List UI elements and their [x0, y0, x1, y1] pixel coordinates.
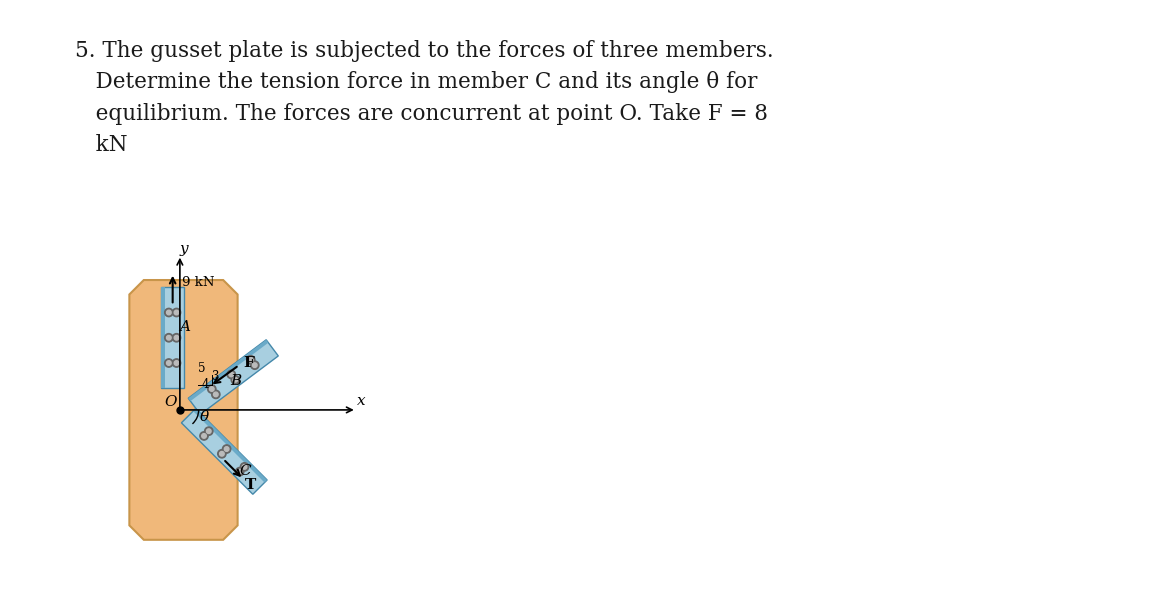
- Circle shape: [174, 310, 179, 315]
- Text: 5: 5: [198, 362, 205, 375]
- Circle shape: [229, 372, 234, 377]
- Circle shape: [212, 390, 220, 399]
- Circle shape: [172, 334, 180, 342]
- Bar: [188, 340, 268, 401]
- Bar: [193, 409, 267, 483]
- Text: T: T: [245, 478, 256, 492]
- Circle shape: [218, 450, 226, 458]
- Circle shape: [165, 359, 173, 367]
- Circle shape: [213, 392, 218, 397]
- Circle shape: [165, 308, 173, 317]
- Circle shape: [235, 468, 243, 476]
- Circle shape: [233, 377, 238, 382]
- Circle shape: [242, 465, 247, 469]
- Circle shape: [200, 432, 208, 440]
- Text: A: A: [179, 320, 191, 334]
- Circle shape: [209, 387, 214, 392]
- Text: y: y: [180, 242, 188, 256]
- Bar: [161, 287, 165, 389]
- Text: C: C: [239, 464, 250, 478]
- Circle shape: [174, 336, 179, 340]
- Circle shape: [172, 359, 180, 367]
- Circle shape: [166, 336, 171, 340]
- Circle shape: [238, 469, 242, 474]
- Circle shape: [248, 358, 253, 362]
- Circle shape: [206, 429, 211, 434]
- Text: θ: θ: [199, 411, 208, 424]
- Circle shape: [225, 447, 229, 452]
- Circle shape: [165, 334, 173, 342]
- Circle shape: [247, 356, 255, 364]
- Circle shape: [240, 463, 249, 471]
- Text: F: F: [243, 356, 254, 369]
- Bar: [161, 287, 184, 389]
- Text: 4: 4: [201, 378, 209, 392]
- Circle shape: [205, 427, 213, 436]
- Circle shape: [227, 370, 235, 378]
- Circle shape: [220, 452, 225, 456]
- Circle shape: [222, 445, 230, 453]
- Bar: [188, 340, 278, 414]
- Text: 3: 3: [212, 369, 219, 383]
- Circle shape: [174, 361, 179, 365]
- Circle shape: [201, 434, 206, 439]
- Text: B: B: [230, 374, 242, 388]
- Circle shape: [207, 385, 216, 393]
- Circle shape: [166, 361, 171, 365]
- Circle shape: [250, 361, 259, 369]
- Text: x: x: [357, 394, 366, 408]
- Circle shape: [172, 308, 180, 317]
- Circle shape: [166, 310, 171, 315]
- Bar: [181, 409, 267, 494]
- Circle shape: [253, 363, 257, 368]
- Text: 5. The gusset plate is subjected to the forces of three members.
   Determine th: 5. The gusset plate is subjected to the …: [75, 40, 773, 156]
- Text: O: O: [164, 395, 177, 409]
- Circle shape: [232, 375, 240, 384]
- Text: 9 kN: 9 kN: [183, 276, 214, 289]
- Polygon shape: [130, 280, 238, 540]
